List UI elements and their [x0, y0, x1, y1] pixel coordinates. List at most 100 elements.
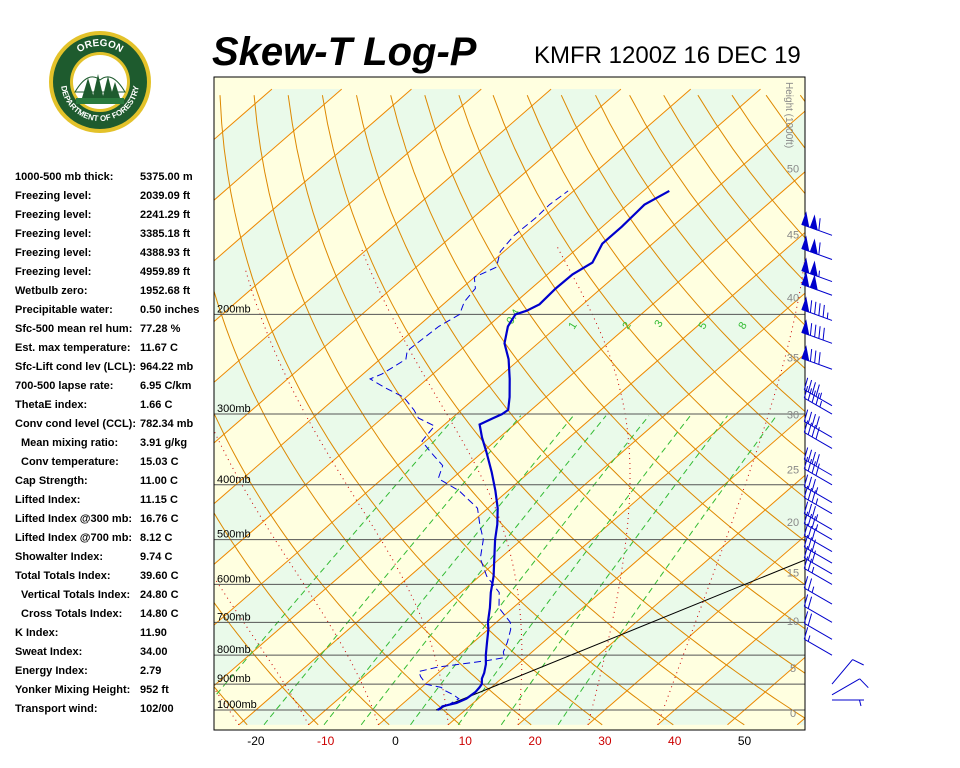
dry-adiabat-line: [492, 95, 805, 499]
index-label: Freezing level:: [15, 209, 92, 221]
x-tick-label: 50: [738, 734, 752, 748]
wind-barb: [801, 271, 833, 296]
index-value: 3385.18 ft: [140, 228, 191, 240]
height-tick-label: 30: [787, 410, 799, 422]
height-tick-label: 10: [787, 616, 799, 628]
x-tick-label: 20: [528, 734, 542, 748]
mixing-ratio-line: [214, 415, 457, 699]
isotherm-line: [214, 110, 805, 626]
index-label: Lifted Index @300 mb:: [15, 513, 133, 525]
height-tick-label: 15: [787, 568, 799, 580]
isotherm-band: [214, 89, 412, 261]
isotherm-line: [796, 717, 805, 726]
mixing-ratio-line: [557, 415, 777, 726]
wind-barb: [803, 594, 833, 623]
index-value: 11.00 C: [140, 475, 178, 487]
index-value: 964.22 mb: [140, 361, 194, 373]
wind-barb: [801, 319, 833, 344]
x-tick-label: 0: [392, 734, 399, 748]
mixing-ratio-line: [360, 415, 607, 726]
isotherm-line: [214, 88, 482, 323]
index-value: 782.34 mb: [140, 418, 194, 430]
index-label: Yonker Mixing Height:: [15, 684, 131, 696]
index-value: 5375.00 m: [140, 171, 193, 183]
dry-adiabat-line: [595, 94, 805, 370]
wind-barb: [803, 545, 833, 575]
pressure-label: 300mb: [217, 403, 251, 415]
index-value: 2.79: [140, 665, 162, 677]
isotherm-line: [657, 596, 805, 726]
moist-adiabat-line: [28, 457, 169, 725]
temperature-profile-line: [436, 189, 670, 711]
height-axis-title: Height (1000ft): [783, 82, 794, 148]
height-tick-label: 0: [790, 708, 796, 720]
logo-top-text: OREGON: [75, 38, 125, 55]
isotherm-band: [214, 171, 805, 725]
dry-adiabat-line: [560, 94, 805, 413]
height-tick-label: 5: [790, 663, 796, 675]
index-value: 1952.68 ft: [140, 285, 191, 297]
wind-barb: [801, 345, 833, 370]
index-value: 34.00: [140, 646, 168, 658]
index-value: 952 ft: [140, 684, 169, 696]
x-tick-label: -10: [317, 734, 335, 748]
wind-barb: [801, 257, 833, 283]
index-value: 0.50 inches: [140, 304, 200, 316]
plot-area: 0.4 1 2 3 5 81000mb900mb800mb700mb600mb500mb4…: [0, 77, 805, 730]
mixing-ratio-line: [263, 415, 522, 726]
index-label: Conv cond level (CCL):: [15, 418, 137, 430]
wind-barb: [803, 386, 833, 415]
index-label: Sfc-Lift cond lev (LCL):: [15, 361, 136, 373]
height-tick-label: 35: [787, 352, 799, 364]
x-tick-label: 30: [598, 734, 612, 748]
mixing-ratio-line: [410, 415, 650, 726]
index-value: 3.91 g/kg: [140, 437, 188, 449]
index-label: Conv temperature:: [21, 456, 119, 468]
index-label: Sweat Index:: [15, 646, 83, 658]
pressure-label: 700mb: [217, 611, 251, 623]
wind-barb: [803, 474, 833, 503]
index-label: Lifted Index:: [15, 494, 81, 506]
isotherm-line: [308, 292, 805, 726]
wind-barb: [803, 377, 833, 407]
dry-adiabat-line: [458, 95, 805, 542]
index-label: Freezing level:: [15, 247, 92, 259]
pressure-label: 800mb: [217, 644, 251, 656]
pressure-label: 400mb: [217, 474, 251, 486]
chart-title: Skew-T Log-P: [212, 30, 477, 74]
mixing-ratio-line: [500, 415, 728, 726]
wind-barb: [803, 409, 833, 438]
isotherm-line: [587, 535, 805, 726]
index-label: Mean mixing ratio:: [21, 437, 119, 449]
dry-adiabat-line: [0, 95, 176, 725]
isotherm-line: [447, 413, 805, 726]
dry-adiabat-line: [0, 95, 105, 725]
oregon-forestry-logo: OREGON DEPARTMENT OF FORESTRY: [48, 30, 152, 134]
index-value: 11.90: [140, 627, 167, 639]
index-value: 14.80 C: [140, 608, 179, 620]
index-value: 9.74 C: [140, 551, 173, 563]
index-label: ThetaE index:: [15, 399, 88, 411]
index-value: 15.03 C: [140, 456, 179, 468]
dry-adiabat-line: [390, 95, 805, 630]
pressure-label: 600mb: [217, 573, 251, 585]
isotherm-line: [517, 474, 805, 726]
isotherm-band: [214, 89, 805, 626]
x-tick-label: 40: [668, 734, 682, 748]
pressure-label: 500mb: [217, 529, 251, 541]
wind-barb: [803, 611, 833, 640]
wind-barb: [801, 296, 833, 321]
index-value: 16.76 C: [140, 513, 179, 525]
index-value: 6.95 C/km: [140, 380, 192, 392]
index-label: Cap Strength:: [15, 475, 88, 487]
index-value: 4388.93 ft: [140, 247, 191, 259]
pressure-label: 900mb: [217, 673, 251, 685]
wind-barb: [801, 211, 833, 236]
isotherm-line: [378, 353, 805, 726]
parcel-path-line: [435, 559, 805, 711]
x-tick-label: 10: [459, 734, 473, 748]
dry-adiabat-line: [356, 95, 805, 674]
wind-barb: [803, 576, 833, 605]
index-label: Energy Index:: [15, 665, 88, 677]
